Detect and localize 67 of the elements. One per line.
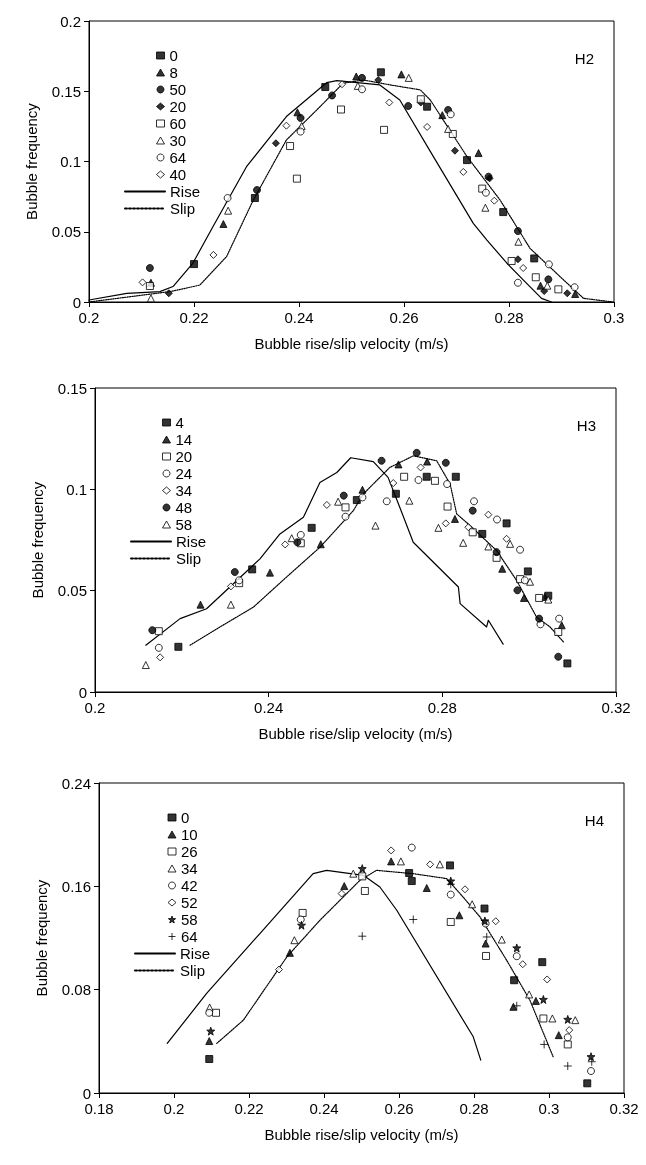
legend-label: 14 bbox=[175, 431, 193, 448]
y-tick-label: 0.08 bbox=[61, 981, 91, 999]
y-tick-label: 0.15 bbox=[57, 379, 87, 397]
y-tick-label: 0.05 bbox=[57, 582, 87, 600]
legend-label: 34 bbox=[175, 482, 193, 499]
legend-label: Rise bbox=[180, 945, 211, 962]
x-axis-title: Bubble rise/slip velocity (m/s) bbox=[258, 725, 453, 742]
y-tick-label: 0.05 bbox=[51, 223, 81, 241]
y-tick-label: 0.2 bbox=[60, 12, 81, 30]
legend-label: 8 bbox=[169, 64, 178, 81]
legend-label: 50 bbox=[169, 81, 187, 98]
annotation: H3 bbox=[576, 417, 597, 434]
legend-label: 58 bbox=[181, 911, 198, 928]
x-tick-label: 0.22 bbox=[234, 1100, 264, 1117]
x-tick-label: 0.26 bbox=[384, 1100, 414, 1117]
x-tick-label: 0.32 bbox=[601, 699, 631, 716]
legend-label: Slip bbox=[180, 962, 206, 979]
y-axis-title: Bubble frequency bbox=[33, 879, 50, 997]
legend-label: 40 bbox=[169, 166, 187, 183]
legend-label: 58 bbox=[175, 516, 193, 533]
legend-label: 24 bbox=[175, 465, 193, 482]
y-tick-label: 0 bbox=[82, 1084, 91, 1102]
x-tick-label: 0.28 bbox=[459, 1100, 489, 1117]
x-tick-label: 0.28 bbox=[427, 699, 457, 716]
legend-label: 0 bbox=[181, 809, 190, 826]
legend-label: Slip bbox=[176, 550, 202, 567]
x-axis-title: Bubble rise/slip velocity (m/s) bbox=[264, 1126, 459, 1143]
legend-label: 64 bbox=[169, 149, 187, 166]
x-tick-label: 0.2 bbox=[163, 1100, 185, 1117]
legend-label: 30 bbox=[169, 132, 187, 149]
legend-label: Slip bbox=[170, 200, 196, 217]
y-tick-label: 0.24 bbox=[61, 774, 91, 792]
legend-label: 34 bbox=[181, 860, 198, 877]
annotation: H4 bbox=[584, 812, 605, 829]
x-tick-label: 0.28 bbox=[494, 309, 524, 326]
legend-label: 4 bbox=[175, 414, 184, 431]
y-tick-label: 0.1 bbox=[66, 480, 87, 498]
y-tick-label: 0.16 bbox=[61, 877, 91, 895]
y-tick-label: 0.15 bbox=[51, 82, 81, 100]
x-tick-label: 0.26 bbox=[389, 309, 419, 326]
y-tick-label: 0.1 bbox=[60, 153, 81, 170]
legend-label: 42 bbox=[181, 877, 198, 894]
y-tick-label: 0 bbox=[78, 683, 87, 701]
x-tick-label: 0.3 bbox=[603, 309, 625, 326]
legend-label: 10 bbox=[181, 826, 198, 843]
legend-label: 64 bbox=[181, 928, 198, 945]
x-tick-label: 0.24 bbox=[284, 309, 314, 326]
legend-label: Rise bbox=[176, 533, 207, 550]
legend-label: 48 bbox=[175, 499, 193, 516]
x-tick-label: 0.22 bbox=[179, 309, 209, 326]
legend-label: 60 bbox=[169, 115, 187, 132]
legend-label: Rise bbox=[170, 183, 201, 200]
x-tick-label: 0.32 bbox=[609, 1100, 639, 1117]
legend-label: 20 bbox=[169, 98, 187, 115]
x-tick-label: 0.24 bbox=[254, 699, 284, 716]
legend-label: 52 bbox=[181, 894, 198, 911]
annotation: H2 bbox=[574, 50, 595, 67]
x-axis-title: Bubble rise/slip velocity (m/s) bbox=[254, 335, 449, 352]
legend-label: 20 bbox=[175, 448, 193, 465]
x-tick-label: 0.3 bbox=[538, 1100, 560, 1117]
y-tick-label: 0 bbox=[72, 293, 81, 311]
legend-label: 26 bbox=[181, 843, 198, 860]
legend-label: 0 bbox=[169, 47, 178, 64]
x-tick-label: 0.18 bbox=[84, 1100, 114, 1117]
x-tick-label: 0.24 bbox=[309, 1100, 339, 1117]
y-axis-title: Bubble frequency bbox=[23, 102, 40, 220]
y-axis-title: Bubble frequency bbox=[29, 481, 46, 599]
